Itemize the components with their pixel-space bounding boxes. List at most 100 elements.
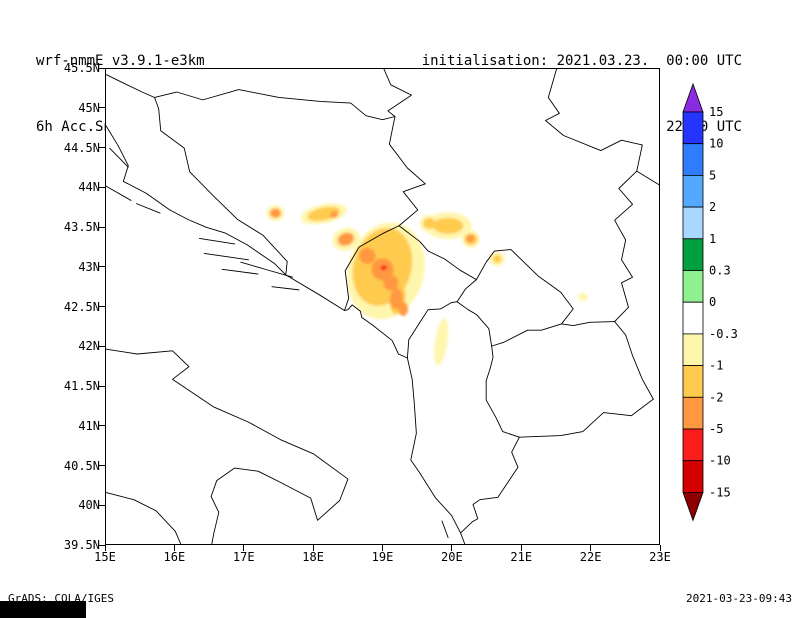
initialisation-time: initialisation: 2021.03.23. 00:00 UTC [421, 53, 742, 69]
lon-tick-mark [312, 545, 314, 551]
lon-tick-mark [659, 545, 661, 551]
snow-blob [383, 274, 399, 291]
colorbar-cell [682, 143, 704, 176]
snow-shading-layer [266, 203, 588, 366]
country-border-line [383, 69, 412, 117]
snow-blob [330, 211, 339, 218]
colorbar-label: -0.3 [709, 327, 738, 341]
colorbar-label: -1 [709, 359, 723, 373]
country-border-line [221, 268, 259, 275]
lat-tick-mark [99, 147, 105, 148]
colorbar-label: -5 [709, 422, 723, 436]
colorbar-cell [682, 111, 704, 145]
lat-tick-mark [99, 345, 105, 347]
lat-tick-mark [99, 425, 105, 427]
lat-tick-mark [99, 107, 105, 109]
creation-timestamp: 2021-03-23-09:43 [686, 592, 792, 605]
country-border-line [614, 170, 638, 322]
snow-blob [359, 247, 376, 264]
lat-tick-label: 45N [78, 100, 100, 115]
colorbar-label: 10 [709, 137, 723, 151]
lat-tick-mark [99, 67, 105, 69]
colorbar-label: 0.3 [709, 264, 731, 278]
lon-tick-label: 16E [163, 550, 186, 564]
lat-tick-label: 42.5N [63, 299, 100, 314]
lat-tick-mark [99, 504, 105, 506]
lon-tick-label: 15E [94, 550, 116, 564]
colorbar-cell [682, 365, 704, 398]
country-border-line [456, 279, 477, 303]
lon-tick-mark [520, 545, 522, 551]
country-border-line [545, 69, 643, 172]
country-border-line [614, 321, 654, 400]
lon-tick-mark [243, 545, 245, 551]
lat-tick-label: 43N [78, 259, 100, 274]
country-border-line [636, 170, 659, 186]
snow-blob [423, 217, 436, 229]
country-border-line [475, 249, 574, 325]
snow-blob [398, 301, 409, 316]
lon-tick-mark [590, 545, 592, 551]
country-border-line [518, 398, 654, 438]
country-border-line [398, 225, 477, 281]
snow-blob [434, 318, 449, 366]
lon-tick-mark [382, 545, 383, 551]
lon-tick-mark [104, 545, 106, 551]
lat-tick-label: 44N [78, 180, 100, 195]
colorbar-label: 2 [709, 200, 716, 214]
colorbar-label: 15 [709, 105, 723, 119]
colorbar-label: 5 [709, 168, 716, 182]
country-border-line [109, 147, 129, 168]
colorbar-cell [682, 333, 704, 366]
lat-tick-label: 42N [78, 339, 100, 354]
lon-tick-label: 18E [302, 550, 324, 564]
country-border-line [106, 348, 349, 544]
country-border-line [441, 520, 449, 539]
country-border-line [271, 286, 300, 291]
colorbar-cell [682, 460, 704, 493]
country-borders-layer [106, 69, 659, 544]
snow-blob [269, 208, 281, 218]
lat-tick-label: 40.5N [63, 458, 100, 473]
colorbar-cell [682, 428, 704, 462]
colorbar-label: -15 [709, 485, 731, 499]
country-border-line [344, 225, 400, 311]
lon-tick-label: 22E [579, 550, 602, 564]
country-border-line [106, 492, 182, 544]
country-border-line [106, 185, 132, 201]
lon-tick-mark [451, 545, 453, 551]
snow-blob [578, 293, 588, 301]
colorbar-label: 0 [709, 295, 716, 309]
lat-tick-mark [99, 544, 105, 546]
lat-tick-label: 41N [78, 418, 100, 433]
lat-tick-mark [99, 306, 105, 307]
country-border-line [199, 237, 236, 245]
colorbar-cell [682, 238, 704, 271]
lat-tick-mark [99, 226, 105, 228]
snow-blob [389, 288, 403, 309]
lat-tick-label: 41.5N [63, 379, 100, 393]
snow-blob [466, 234, 475, 243]
country-border-line [154, 89, 396, 121]
country-border-line [154, 97, 288, 276]
lat-tick-label: 45.5N [63, 61, 100, 75]
colorbar-cell [682, 206, 704, 240]
colorbar-label: -10 [709, 454, 731, 468]
lat-tick-mark [99, 465, 105, 466]
colorbar-label: -2 [709, 390, 723, 404]
lon-tick-label: 17E [232, 550, 255, 564]
snow-blob [432, 217, 464, 234]
colorbar-cell [682, 301, 704, 335]
lat-tick-label: 43.5N [63, 220, 100, 234]
lon-tick-label: 21E [510, 550, 533, 564]
map-plot-area [105, 68, 660, 545]
lat-tick-mark [99, 266, 105, 268]
model-title: wrf-nmmE_v3.9.1-e3km [36, 53, 205, 69]
snow-blob [493, 255, 502, 263]
lon-tick-label: 19E [371, 550, 394, 564]
map-svg [106, 69, 659, 544]
country-border-line [485, 345, 520, 438]
country-border-line [560, 321, 616, 326]
snow-blob [337, 232, 354, 246]
